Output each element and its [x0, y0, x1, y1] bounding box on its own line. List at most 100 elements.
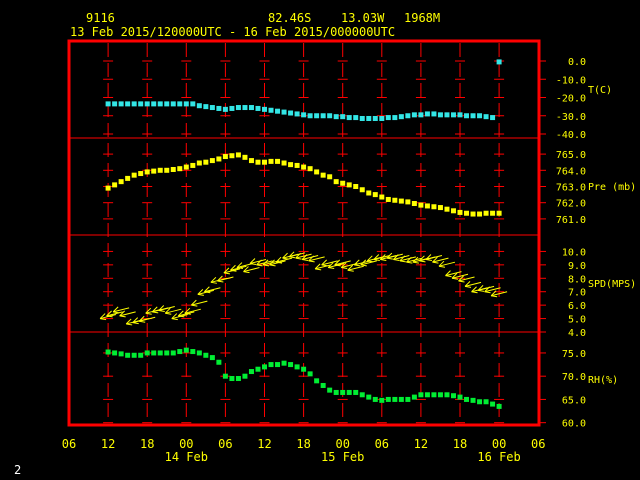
pressure-point — [340, 180, 346, 186]
wind-arrow-head — [282, 252, 288, 259]
humidity-point — [444, 392, 450, 398]
wind-arrow-head — [256, 264, 263, 267]
wind-arrow-head — [451, 277, 459, 280]
wind-arrow-shaft — [321, 260, 338, 266]
pressure-point — [131, 172, 137, 178]
wind-arrow-head — [158, 310, 165, 313]
wind-arrow — [334, 259, 351, 267]
wind-arrow-head — [132, 322, 139, 325]
temperature-point — [424, 111, 430, 117]
wind-arrow-head — [308, 260, 315, 263]
pressure-point — [398, 198, 404, 204]
wind-arrow-head — [399, 255, 406, 262]
wind-arrow-head — [484, 286, 490, 293]
temperature-point — [340, 114, 346, 120]
humidity-point — [327, 387, 333, 393]
pressure-point — [405, 199, 411, 205]
pressure-point — [138, 171, 144, 177]
humidity-point — [151, 350, 157, 356]
wind-arrow-shaft — [113, 307, 130, 313]
x-tick-label: 12 — [257, 437, 271, 451]
wind-arrow — [158, 305, 175, 313]
temperature-point — [242, 105, 248, 111]
humidity-point — [125, 352, 131, 358]
temperature-point — [477, 113, 483, 119]
x-tick-label: 06 — [531, 437, 545, 451]
wind-arrow-head — [379, 254, 386, 260]
page-number: 2 — [14, 463, 22, 477]
humidity-point — [118, 351, 124, 357]
pressure-point — [190, 162, 196, 168]
wind-arrow-head — [490, 290, 497, 297]
wind-arrow-head — [438, 265, 446, 268]
wind-arrow-head — [445, 275, 452, 278]
pressure-point — [333, 179, 339, 185]
wind-arrow-shaft — [295, 253, 312, 259]
humidity-point — [262, 364, 267, 370]
label-layer: 0.0 -10.0 -20.0 -30.0 -40.0 765.0 764.0 763.0 76… — [62, 57, 636, 464]
x-tick-label: 18 — [296, 437, 310, 451]
pressure-point — [411, 201, 417, 207]
wind-arrow — [321, 259, 338, 267]
wind-arrow-shaft — [308, 256, 325, 262]
humidity-point — [333, 389, 339, 395]
data-layer — [99, 59, 508, 409]
pressure-point — [346, 182, 352, 188]
wind-arrow-head — [380, 258, 387, 261]
temperature-point — [444, 112, 450, 118]
pressure-point — [118, 179, 124, 185]
wind-arrow-head — [477, 289, 485, 292]
temperature-point — [372, 115, 378, 121]
pressure-point — [242, 154, 248, 160]
wind-arrow — [243, 266, 260, 274]
wind-arrow-shaft — [191, 300, 208, 306]
y-tick-label: 10.0 — [562, 247, 586, 258]
temperature-point — [118, 101, 124, 107]
humidity-point — [431, 392, 437, 398]
humidity-point — [320, 382, 326, 388]
wind-arrow-shaft — [458, 276, 475, 282]
wind-arrow-head — [360, 264, 367, 267]
wind-arrow-head — [353, 259, 360, 266]
wind-arrow-head — [204, 291, 211, 294]
temperature-point — [307, 113, 313, 119]
humidity-point — [209, 355, 215, 361]
wind-arrow-head — [458, 280, 465, 283]
temperature-point — [105, 101, 111, 107]
wind-arrow-head — [347, 264, 354, 271]
wind-arrow-head — [425, 254, 432, 260]
wind-arrow-head — [432, 256, 438, 263]
wind-arrow-head — [269, 264, 276, 267]
pressure-point — [275, 158, 281, 164]
wind-arrow-shaft — [217, 276, 234, 282]
humidity-point — [457, 394, 463, 400]
wind-arrow-shaft — [158, 306, 175, 311]
wind-arrow — [386, 252, 403, 260]
temperature-point — [157, 101, 163, 107]
wind-arrow-head — [145, 312, 152, 315]
wind-arrow-shaft — [184, 308, 201, 314]
wind-arrow — [288, 251, 306, 259]
temperature-point — [450, 112, 456, 118]
humidity-point — [496, 403, 502, 409]
x-date-label: 16 Feb — [477, 450, 520, 464]
humidity-point — [392, 396, 398, 402]
wind-arrow-head — [412, 261, 419, 264]
wind-arrow-shaft — [445, 271, 462, 277]
wind-arrow — [138, 315, 156, 323]
wind-arrow-head — [236, 267, 244, 270]
wind-arrow-shaft — [275, 257, 293, 263]
wind-arrow-head — [262, 259, 269, 266]
wind-arrow-head — [139, 320, 146, 323]
wind-arrow-head — [321, 259, 328, 266]
temperature-point — [301, 112, 307, 118]
wind-arrow-head — [138, 315, 145, 322]
wind-arrow — [314, 263, 332, 271]
temperature-point — [235, 105, 241, 111]
x-tick-label: 06 — [218, 437, 232, 451]
humidity-point — [346, 389, 352, 395]
wind-arrow-head — [340, 262, 347, 268]
wind-arrow-head — [132, 317, 139, 323]
temperature-point — [131, 101, 137, 107]
pressure-point — [450, 208, 456, 214]
